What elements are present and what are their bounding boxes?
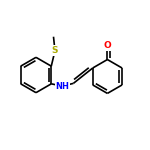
- Text: O: O: [103, 41, 111, 50]
- Text: S: S: [52, 46, 58, 55]
- Text: NH: NH: [55, 82, 69, 91]
